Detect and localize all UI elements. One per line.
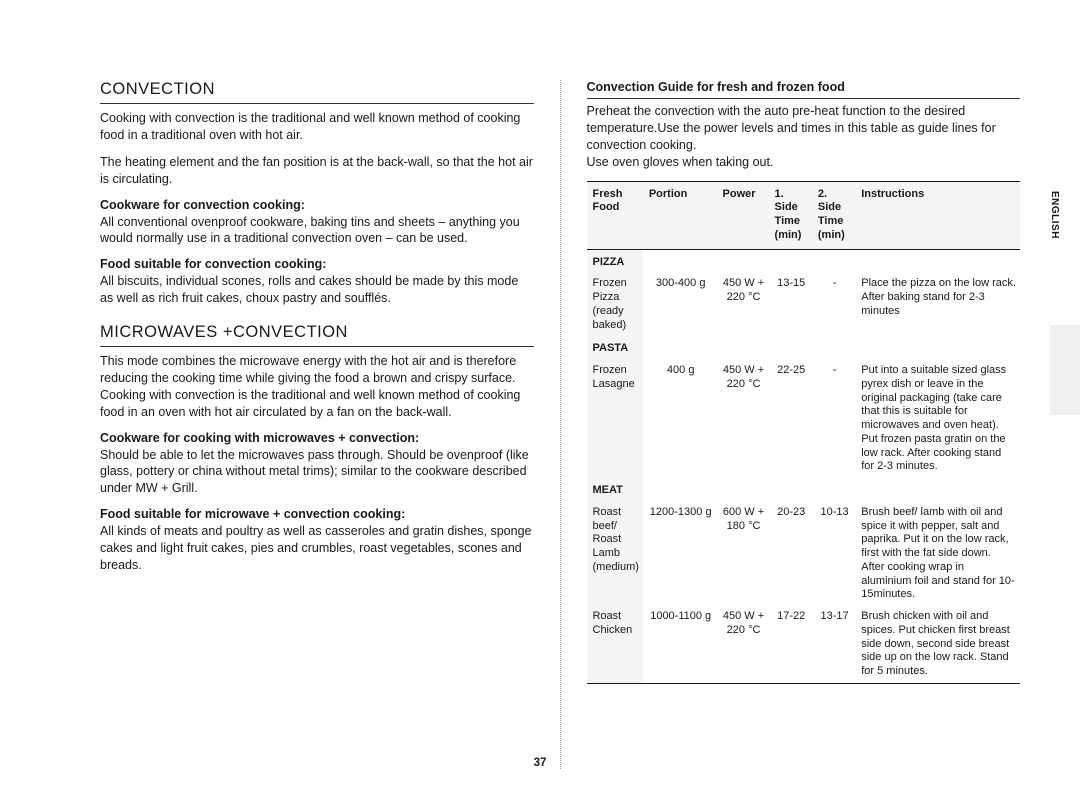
table-row: Roast beef/ Roast Lamb (medium) 1200-130… bbox=[587, 502, 1021, 606]
body-text: All kinds of meats and poultry as well a… bbox=[100, 523, 534, 574]
cell-portion: 1200-1300 g bbox=[643, 502, 717, 606]
cell-food: Frozen Pizza (ready baked) bbox=[587, 273, 643, 336]
category-label: PIZZA bbox=[587, 249, 643, 273]
sub-heading: Food suitable for convection cooking: bbox=[100, 257, 534, 271]
cell-food: Roast beef/ Roast Lamb (medium) bbox=[587, 502, 643, 606]
th-food: Fresh Food bbox=[587, 181, 643, 249]
category-row-meat: MEAT bbox=[587, 478, 1021, 502]
body-text: This mode combines the microwave energy … bbox=[100, 353, 534, 387]
cell-power: 600 W + 180 °C bbox=[717, 502, 769, 606]
cell-t2: - bbox=[812, 273, 855, 336]
cell-power: 450 W + 220 °C bbox=[717, 273, 769, 336]
body-text: All conventional ovenproof cookware, bak… bbox=[100, 214, 534, 248]
th-side2: 2. Side Time (min) bbox=[812, 181, 855, 249]
section-title-microwave-convection: MICROWAVES +CONVECTION bbox=[100, 323, 534, 347]
cell-food: Roast Chicken bbox=[587, 606, 643, 683]
cell-instr: Brush chicken with oil and spices. Put c… bbox=[855, 606, 1020, 683]
section-title-convection: CONVECTION bbox=[100, 80, 534, 104]
cell-t1: 20-23 bbox=[769, 502, 812, 606]
thumb-tab bbox=[1050, 325, 1080, 415]
category-label: MEAT bbox=[587, 478, 643, 502]
body-text: Cooking with convection is the tradition… bbox=[100, 387, 534, 421]
table-row: Frozen Lasagne 400 g 450 W + 220 °C 22-2… bbox=[587, 360, 1021, 478]
body-text: Use oven gloves when taking out. bbox=[587, 154, 1021, 171]
cell-t2: - bbox=[812, 360, 855, 478]
th-power: Power bbox=[717, 181, 769, 249]
body-text: The heating element and the fan position… bbox=[100, 154, 534, 188]
cell-t1: 17-22 bbox=[769, 606, 812, 683]
cell-food: Frozen Lasagne bbox=[587, 360, 643, 478]
th-instructions: Instructions bbox=[855, 181, 1020, 249]
table-row: Frozen Pizza (ready baked) 300-400 g 450… bbox=[587, 273, 1021, 336]
convection-guide-table: Fresh Food Portion Power 1. Side Time (m… bbox=[587, 181, 1021, 684]
right-column: Convection Guide for fresh and frozen fo… bbox=[561, 80, 1021, 769]
th-side1: 1. Side Time (min) bbox=[769, 181, 812, 249]
body-text: Preheat the convection with the auto pre… bbox=[587, 103, 1021, 154]
category-row-pasta: PASTA bbox=[587, 336, 1021, 360]
body-text: Cooking with convection is the tradition… bbox=[100, 110, 534, 144]
cell-t1: 22-25 bbox=[769, 360, 812, 478]
right-column-title: Convection Guide for fresh and frozen fo… bbox=[587, 80, 1021, 99]
sub-heading: Food suitable for microwave + convection… bbox=[100, 507, 534, 521]
cell-power: 450 W + 220 °C bbox=[717, 606, 769, 683]
cell-portion: 1000-1100 g bbox=[643, 606, 717, 683]
left-column: CONVECTION Cooking with convection is th… bbox=[100, 80, 561, 769]
body-text: All biscuits, individual scones, rolls a… bbox=[100, 273, 534, 307]
cell-instr: Brush beef/ lamb with oil and spice it w… bbox=[855, 502, 1020, 606]
cell-t1: 13-15 bbox=[769, 273, 812, 336]
cell-instr: Place the pizza on the low rack. After b… bbox=[855, 273, 1020, 336]
cell-instr: Put into a suitable sized glass pyrex di… bbox=[855, 360, 1020, 478]
cell-power: 450 W + 220 °C bbox=[717, 360, 769, 478]
cell-t2: 10-13 bbox=[812, 502, 855, 606]
body-text: Should be able to let the microwaves pas… bbox=[100, 447, 534, 498]
table-header-row: Fresh Food Portion Power 1. Side Time (m… bbox=[587, 181, 1021, 249]
sub-heading: Cookware for cooking with microwaves + c… bbox=[100, 431, 534, 445]
category-row-pizza: PIZZA bbox=[587, 249, 1021, 273]
page-number: 37 bbox=[534, 757, 547, 769]
cell-portion: 300-400 g bbox=[643, 273, 717, 336]
sub-heading: Cookware for convection cooking: bbox=[100, 198, 534, 212]
category-label: PASTA bbox=[587, 336, 643, 360]
table-row: Roast Chicken 1000-1100 g 450 W + 220 °C… bbox=[587, 606, 1021, 683]
language-tab: ENGLISH bbox=[1049, 191, 1060, 239]
th-portion: Portion bbox=[643, 181, 717, 249]
cell-t2: 13-17 bbox=[812, 606, 855, 683]
cell-portion: 400 g bbox=[643, 360, 717, 478]
